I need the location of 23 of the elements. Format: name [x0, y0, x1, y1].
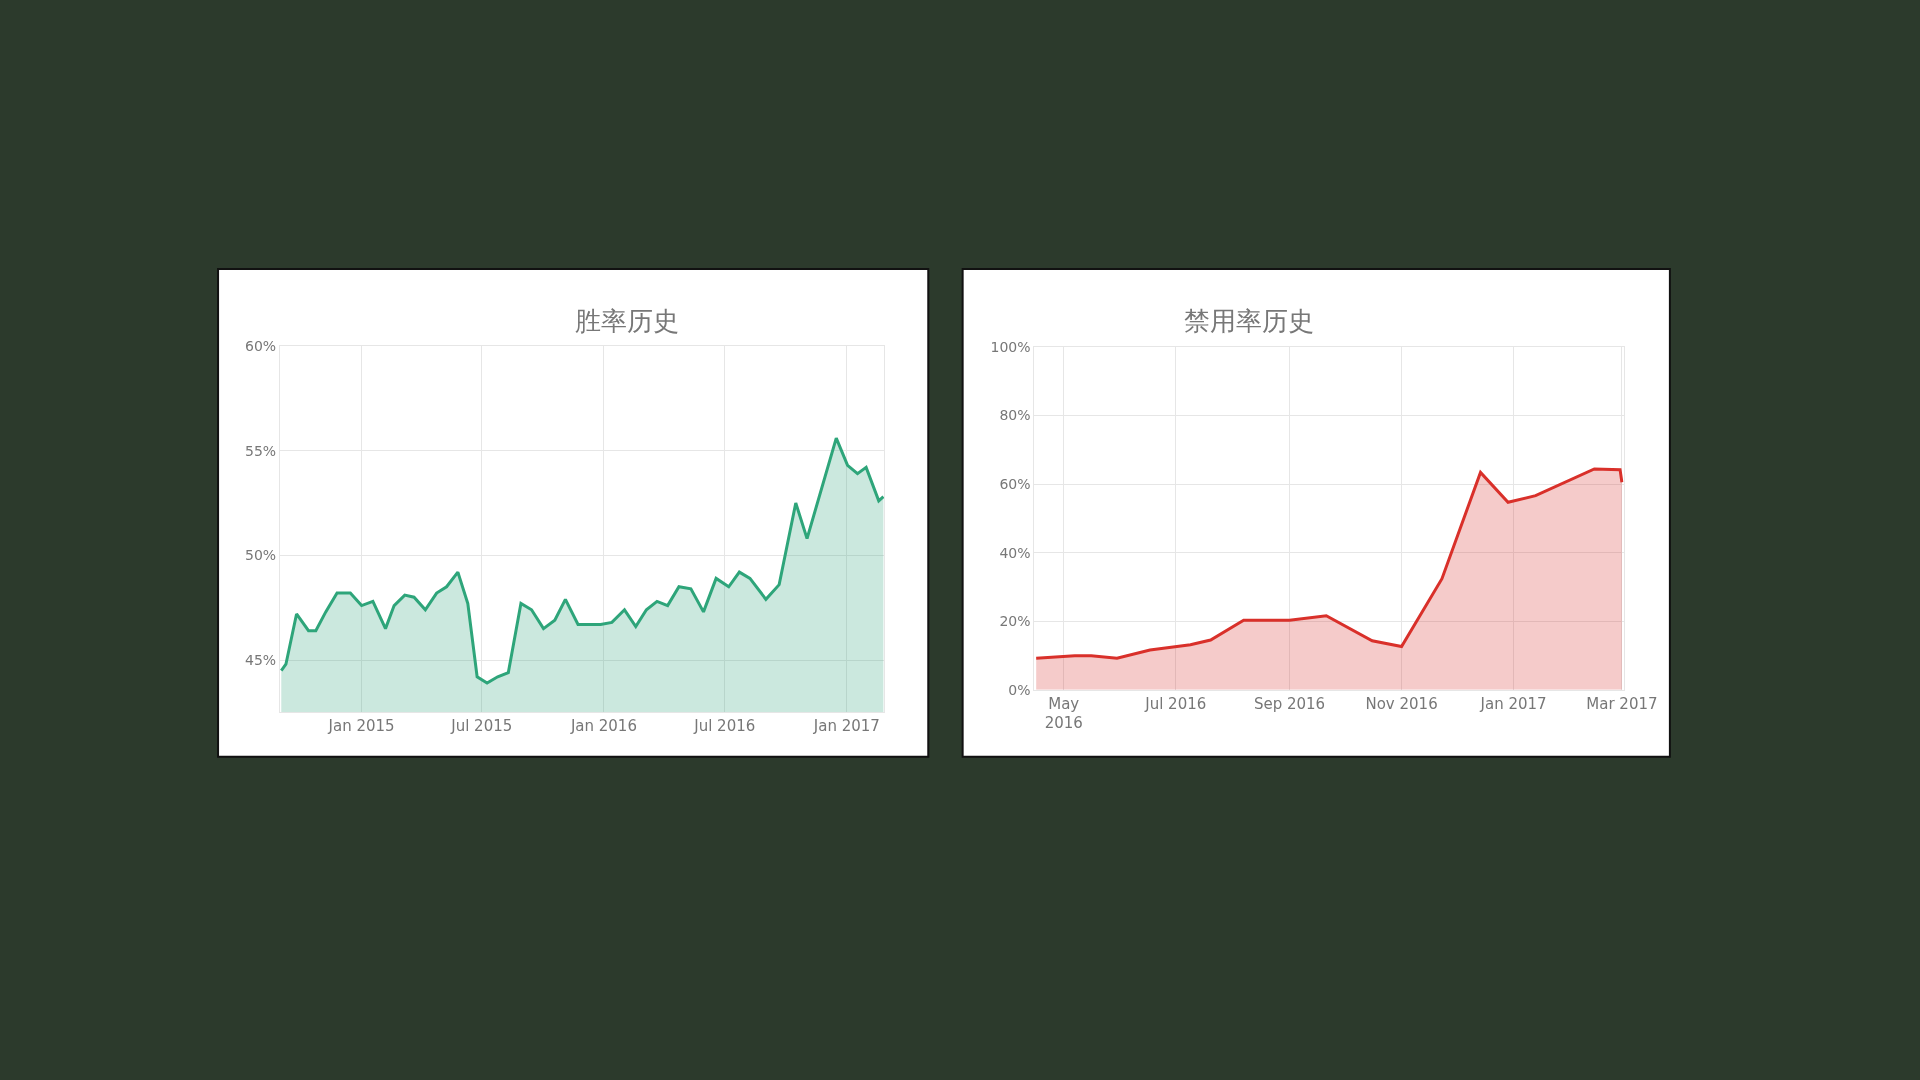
y-tick-label: 55%: [245, 442, 277, 459]
chart-title: 禁用率历史: [1184, 306, 1314, 336]
y-tick-label: 45%: [245, 651, 277, 668]
x-tick-label: Jul 2015: [450, 717, 513, 736]
y-tick-label: 0%: [1008, 681, 1031, 698]
y-tick-label: 60%: [245, 337, 277, 354]
x-tick-label: Jul 2016: [1144, 694, 1207, 713]
y-tick-label: 20%: [999, 613, 1031, 630]
x-tick-label: Sep 2016: [1253, 694, 1326, 713]
x-tick-label: Nov 2016: [1365, 694, 1438, 713]
x-tick-label: Jul 2016: [693, 717, 756, 736]
x-tick-label: Jan 2017: [812, 717, 880, 736]
y-tick-label: 40%: [999, 544, 1031, 561]
x-tick-label: Mar 2017: [1586, 694, 1658, 713]
x-tick-label: Jan 2017: [1479, 694, 1547, 713]
x-tick-label: Jan 2016: [569, 717, 637, 736]
y-tick-label: 60%: [999, 475, 1031, 492]
chart-title: 胜率历史: [575, 306, 679, 336]
x-tick-label: Jan 2015: [327, 717, 395, 736]
x-tick-label: May 2016: [1044, 694, 1083, 733]
y-tick-label: 50%: [245, 547, 277, 564]
y-tick-label: 80%: [999, 407, 1031, 424]
y-tick-label: 100%: [990, 338, 1031, 355]
